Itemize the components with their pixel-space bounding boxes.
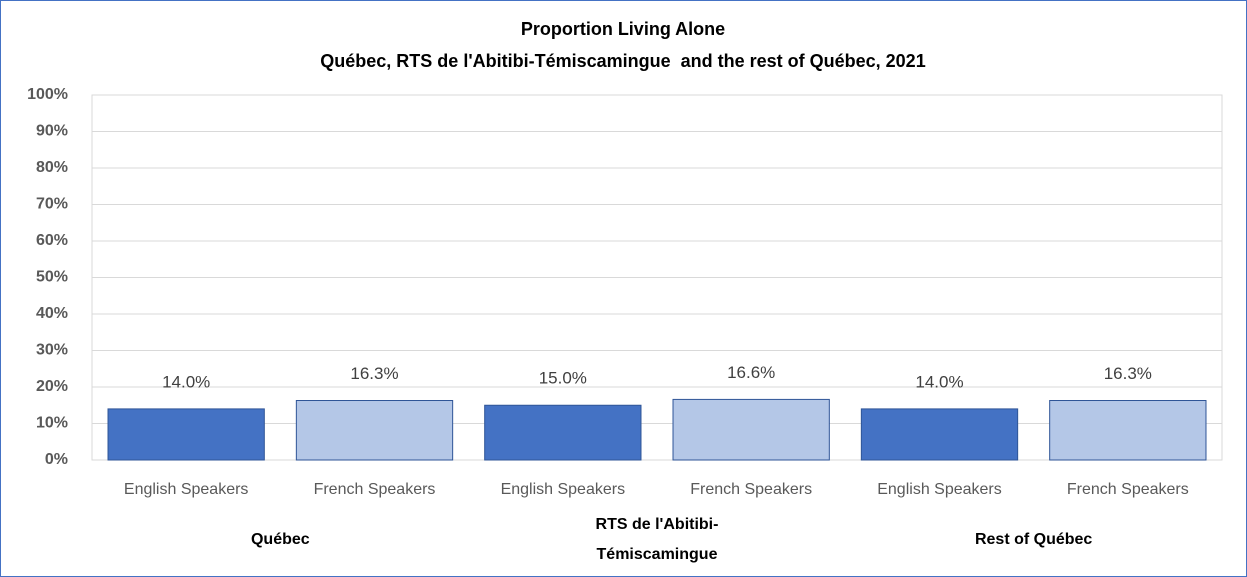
y-tick-label: 90% [36,123,68,140]
x-tick-label: English Speakers [877,481,1002,498]
data-label: 16.3% [350,364,398,383]
group-label: Rest of Québec [974,531,1093,548]
x-tick-label: English Speakers [501,481,626,498]
data-label: 16.6% [727,363,775,382]
x-tick-label: French Speakers [314,481,436,498]
data-label: 16.3% [1104,364,1152,383]
y-tick-label: 40% [36,305,68,322]
data-label: 14.0% [915,372,963,391]
y-tick-label: 50% [36,269,68,286]
y-tick-label: 100% [27,86,68,103]
y-tick-label: 30% [36,342,68,359]
x-tick-label: English Speakers [124,481,249,498]
chart-subtitle: Québec, RTS de l'Abitibi-Témiscamingue a… [320,51,925,71]
x-tick-label: French Speakers [1067,481,1189,498]
x-tick-label: French Speakers [690,481,812,498]
bar [672,398,830,461]
y-tick-label: 0% [45,451,68,468]
data-label: 15.0% [539,369,587,388]
data-label: 14.0% [162,372,210,391]
bar [860,408,1019,461]
group-label: RTS de l'Abitibi-Témiscamingue [595,516,719,563]
y-tick-label: 70% [36,196,68,213]
y-tick-label: 60% [36,232,68,249]
y-tick-label: 20% [36,378,68,395]
bar [1049,400,1207,461]
chart-title: Proportion Living Alone [521,19,725,39]
group-label: Québec [250,531,310,548]
bar [484,404,642,461]
bar [107,408,265,461]
y-tick-label: 80% [36,159,68,176]
y-tick-label: 10% [36,415,68,432]
bar [295,400,454,461]
